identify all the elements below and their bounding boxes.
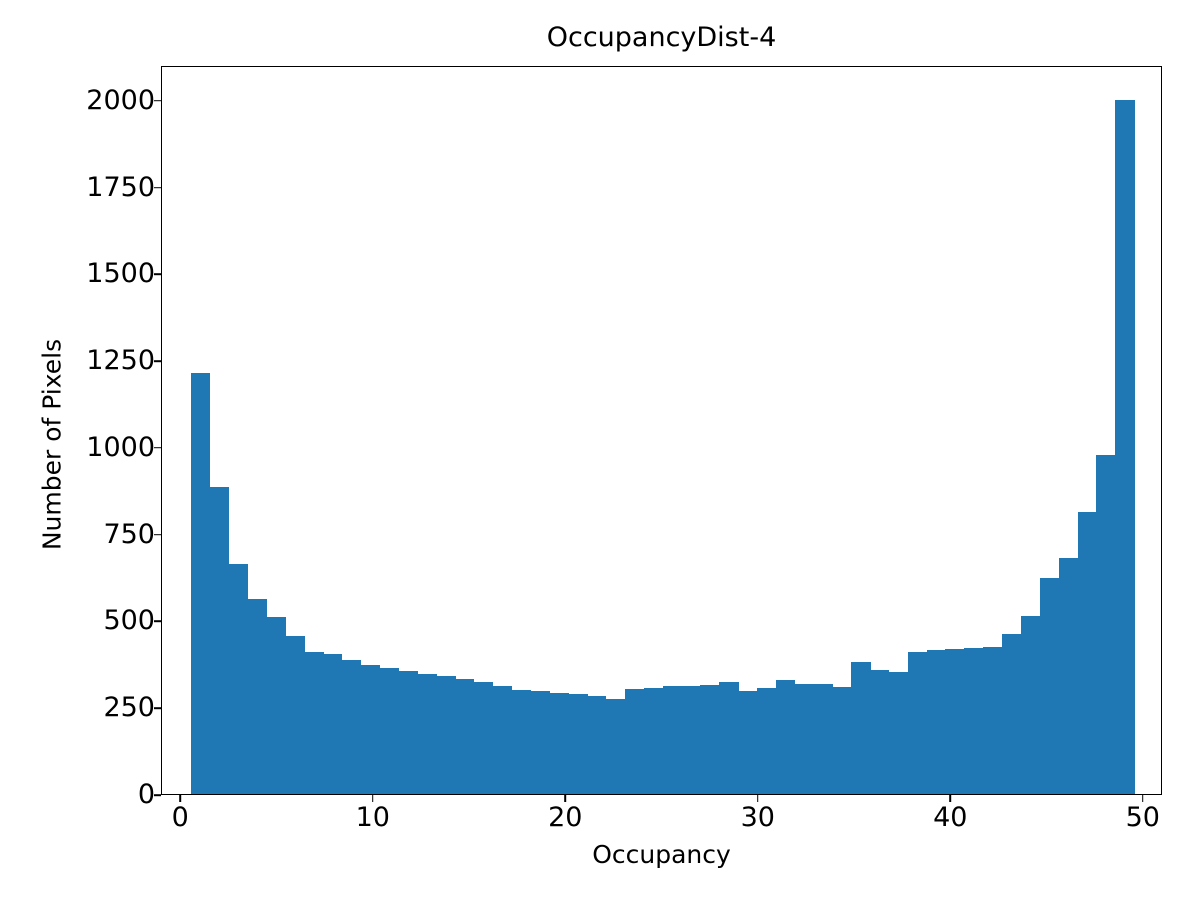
histogram-bar [662,686,682,794]
y-axis-tick-mark [154,794,161,796]
histogram-bar [1115,99,1135,794]
histogram-bar [322,654,343,794]
y-axis-tick-mark [154,707,161,709]
y-axis-tick-mark [154,533,161,536]
x-axis-tick-mark [1141,795,1144,802]
y-axis-tick-mark [154,620,161,623]
histogram-bar [1058,558,1079,794]
y-axis-tick-mark [154,99,161,102]
histogram-bar [530,691,550,794]
histogram-bar [832,687,852,794]
histogram-bar [209,487,230,794]
histogram-bar [643,688,664,794]
x-axis-tick-label: 30 [740,802,775,833]
histogram-bar [888,671,909,794]
histogram-bar [266,616,286,794]
y-axis-tick-label: 750 [103,518,155,550]
histogram-bar [624,689,645,794]
y-axis-tick-label: 0 [137,779,155,810]
histogram-bar [379,668,399,794]
histogram-bar [756,688,777,794]
y-axis-tick-mark [154,447,161,449]
histogram-bar [1002,633,1022,794]
histogram-bars [162,67,1161,794]
histogram-bar [605,698,626,794]
y-axis-tick-label: 1750 [86,171,155,203]
histogram-bar [1039,577,1060,794]
x-axis-tick-label: 40 [933,802,968,833]
x-axis-tick-mark [179,795,182,802]
histogram-bar [945,648,965,794]
histogram-bar [870,669,890,794]
y-axis-tick-label: 250 [103,692,155,724]
x-axis-tick-mark [949,795,952,802]
histogram-bar [1096,454,1116,794]
x-axis-tick-label: 50 [1125,802,1160,833]
x-axis-title: Occupancy [592,840,731,869]
histogram-bar [304,652,324,794]
histogram-bar [568,694,588,794]
histogram-bar [983,646,1003,794]
histogram-bar [398,670,418,794]
histogram-bar [907,651,928,794]
x-axis-tick-label: 20 [548,802,583,833]
histogram-bar [360,664,381,794]
chart-title: OccupancyDist-4 [546,22,777,53]
x-axis-tick-mark [756,795,759,802]
y-axis-tick-label: 500 [103,605,155,637]
histogram-bar [417,673,437,794]
y-axis-tick-label: 1250 [86,345,155,377]
x-axis-tick-mark [564,795,567,802]
histogram-bar [454,679,475,794]
y-axis-tick-mark [154,360,161,362]
histogram-bar [964,648,984,794]
histogram-bar [700,685,720,794]
histogram-bar [587,695,607,794]
y-axis-tick-label: 1500 [86,258,155,290]
y-axis-tick-label: 1000 [86,431,155,463]
plot-area [161,66,1162,795]
x-axis-tick-mark [371,795,374,802]
x-axis-tick-label: 10 [355,802,390,833]
histogram-bar [1020,615,1041,794]
y-axis-tick-mark [154,186,161,189]
histogram-bar [794,684,814,794]
histogram-bar [341,660,362,794]
histogram-bar [813,683,833,794]
histogram-bar [285,636,305,794]
histogram-bar [926,649,947,794]
histogram-bar [719,682,739,794]
histogram-bar [549,692,569,794]
x-axis-tick-label: 0 [171,802,189,833]
histogram-bar [851,662,871,794]
y-axis-tick-label: 2000 [86,84,155,116]
histogram-bar [511,689,532,794]
y-axis-tick-mark [154,273,161,276]
histogram-bar [775,680,796,794]
histogram-bar [228,563,249,794]
histogram-bar [247,598,267,794]
histogram-bar [436,675,456,794]
histogram-bar [190,372,211,794]
histogram-bar [473,682,494,794]
histogram-bar [1077,512,1097,794]
histogram-bar [681,685,701,794]
histogram-bar [492,686,513,794]
y-axis-title: Number of Pixels [37,338,67,551]
histogram-bar [737,690,758,794]
